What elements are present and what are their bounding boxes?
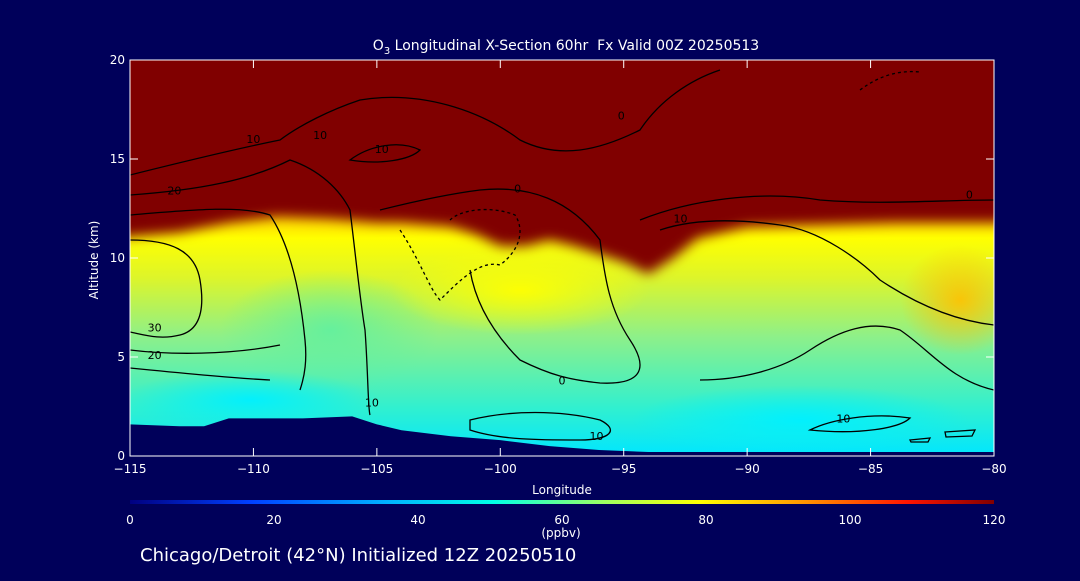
contour-line: [807, 415, 912, 433]
contour-label: 10: [375, 143, 389, 156]
contour-line: [130, 344, 281, 354]
contour-line: [130, 367, 271, 381]
contour-line: [379, 188, 641, 384]
contour-label: 20: [148, 349, 162, 362]
contour-line: [944, 429, 977, 438]
contour-line: [699, 325, 994, 391]
colorbar-tick-label: 80: [698, 513, 713, 527]
plot-area: 10 10 10 0 0 0 20 10 30 20 10 0 10 10: [130, 60, 994, 456]
contour-label: 10: [246, 133, 260, 146]
x-tick-label: −105: [360, 462, 393, 476]
contour-line: [130, 69, 721, 176]
stratosphere-region: [130, 60, 994, 274]
contour-label: 0: [514, 183, 521, 196]
contour-labels: 10 10 10 0 0 0 20 10 30 20 10 0 10 10: [148, 109, 973, 443]
x-tick-label: −80: [981, 462, 1006, 476]
x-axis: −115 −110 −105 −100 −95 −90 −85 −80: [114, 60, 1007, 476]
contour-line: [469, 411, 612, 441]
colorbar-tick-label: 0: [126, 513, 134, 527]
colorbar-tick-label: 120: [983, 513, 1006, 527]
x-tick-label: −110: [237, 462, 270, 476]
x-tick-label: −100: [484, 462, 517, 476]
colorbar-unit-label: (ppbv): [541, 526, 580, 540]
contour-line: [130, 159, 371, 416]
contour-line: [130, 208, 307, 391]
contour-label: 10: [365, 397, 379, 410]
terrain-mask: [130, 416, 994, 456]
x-tick-label: −115: [114, 462, 147, 476]
contour-lines: [130, 69, 994, 443]
colorbar-tick-label: 60: [554, 513, 569, 527]
colorbar: [130, 500, 994, 504]
colorbar-ticks: 0 20 40 60 80 100 120: [126, 513, 1005, 527]
contour-line: [399, 208, 521, 301]
contour-label: 10: [590, 430, 604, 443]
y-tick-label: 15: [110, 152, 125, 166]
contour-line: [130, 239, 203, 338]
colorbar-tick-label: 20: [266, 513, 281, 527]
contour-label: 10: [836, 412, 850, 425]
field-anomalies: [130, 245, 994, 455]
y-tick-label: 10: [110, 251, 125, 265]
colorbar-tick-label: 40: [410, 513, 425, 527]
x-tick-label: −95: [611, 462, 636, 476]
y-tick-label: 5: [117, 350, 125, 364]
y-axis-label: Altitude (km): [87, 221, 101, 300]
x-tick-label: −90: [734, 462, 759, 476]
contour-label: 10: [313, 129, 327, 142]
location-caption: Chicago/Detroit (42°N) Initialized 12Z 2…: [140, 545, 576, 566]
contour-line: [639, 195, 994, 221]
contour-line: [348, 144, 422, 163]
y-tick-label: 20: [110, 53, 125, 67]
contour-label: 20: [167, 185, 181, 198]
contour-label: 30: [148, 321, 162, 334]
chart-title: O3 Longitudinal X-Section 60hr Fx Valid …: [373, 38, 759, 57]
contour-label: 0: [559, 375, 566, 388]
contour-line: [908, 437, 932, 443]
contour-label: 0: [618, 109, 625, 122]
contour-line: [659, 220, 994, 326]
y-axis: 0 5 10 15 20: [110, 53, 994, 463]
contour-label: 10: [673, 212, 687, 225]
contour-line: [859, 70, 921, 91]
contour-label: 0: [966, 189, 973, 202]
colorbar-tick-label: 100: [839, 513, 862, 527]
y-tick-label: 0: [117, 449, 125, 463]
x-tick-label: −85: [858, 462, 883, 476]
x-axis-label: Longitude: [532, 483, 592, 497]
